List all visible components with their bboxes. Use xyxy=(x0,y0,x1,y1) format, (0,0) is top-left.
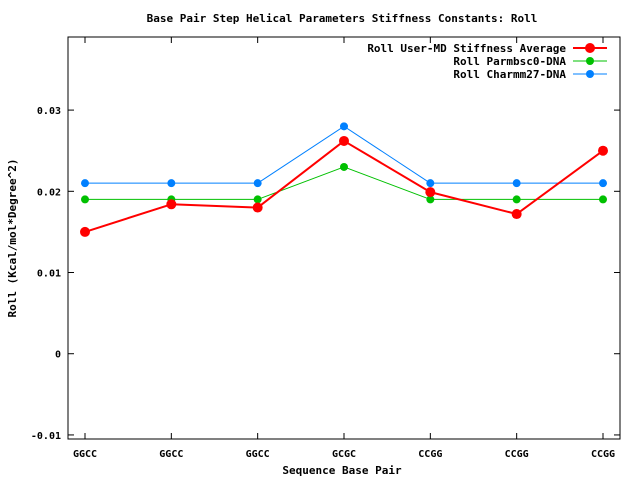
x-tick-label: CCGG xyxy=(591,449,615,460)
y-tick-label: -0.01 xyxy=(31,431,61,442)
data-point-series-2 xyxy=(340,122,348,131)
data-point-series-1 xyxy=(253,195,262,204)
chart-title: Base Pair Step Helical Parameters Stiffn… xyxy=(147,12,538,25)
plot-frame xyxy=(67,36,621,440)
data-point-series-2 xyxy=(599,179,607,188)
data-point-series-1 xyxy=(81,195,89,204)
data-point-series-0 xyxy=(425,187,436,198)
x-tick-label: GCGC xyxy=(332,449,356,460)
x-tick-label: CCGG xyxy=(505,449,529,460)
series-group xyxy=(80,122,608,237)
y-tick-label: 0.02 xyxy=(37,187,61,198)
data-point-series-2 xyxy=(512,179,521,188)
x-axis-label: Sequence Base Pair xyxy=(282,464,402,477)
data-point-series-0 xyxy=(511,209,522,220)
x-tick-label: GGCC xyxy=(246,449,270,460)
data-point-series-2 xyxy=(426,179,435,188)
legend-label-1: Roll Parmbsc0-DNA xyxy=(453,55,566,68)
series-line-2 xyxy=(85,125,603,184)
data-point-series-2 xyxy=(81,179,89,188)
data-point-series-2 xyxy=(167,179,176,188)
data-point-series-0 xyxy=(598,145,608,156)
data-point-series-0 xyxy=(339,135,349,146)
legend-marker-2 xyxy=(586,70,594,78)
legend-marker-0 xyxy=(585,43,595,53)
y-tick-label: 0.01 xyxy=(37,269,61,280)
y-axis-label: Roll (Kcal/mol*Degree^2) xyxy=(6,159,19,318)
data-point-series-1 xyxy=(426,195,435,204)
data-point-series-1 xyxy=(512,195,521,204)
data-point-series-2 xyxy=(253,179,262,188)
x-axis: GGCC GGCC GGCC GCGC CCGG CCGG CCGG xyxy=(73,37,615,460)
y-tick-label: 0.03 xyxy=(37,106,61,117)
data-point-series-1 xyxy=(599,195,607,204)
legend-label-0: Roll User-MD Stiffness Average xyxy=(367,42,566,55)
legend-marker-1 xyxy=(586,57,594,65)
x-tick-label: CCGG xyxy=(418,449,442,460)
x-tick-label: GGCC xyxy=(73,449,97,460)
series-line-0 xyxy=(84,139,604,233)
y-axis: 0.03 0.02 0.01 0 -0.01 xyxy=(31,106,620,442)
x-tick-label: GGCC xyxy=(159,449,183,460)
legend-label-2: Roll Charmm27-DNA xyxy=(453,68,566,81)
data-point-series-0 xyxy=(252,202,263,213)
y-tick-label: 0 xyxy=(55,350,61,361)
data-point-series-0 xyxy=(166,199,177,210)
data-point-series-1 xyxy=(340,162,348,171)
data-point-series-0 xyxy=(80,226,90,237)
